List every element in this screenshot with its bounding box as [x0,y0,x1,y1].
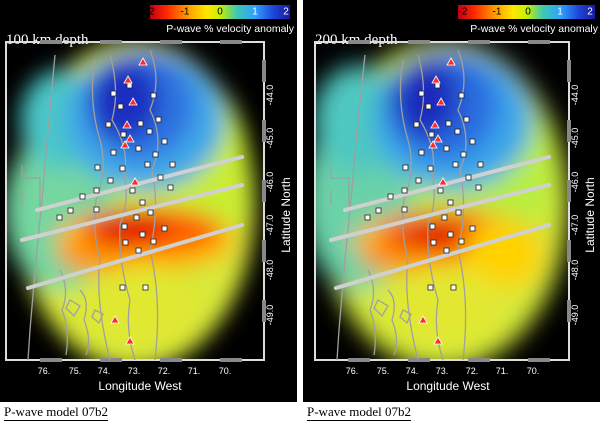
y-tick-label: -49.0 [265,305,275,326]
fracture-zones [20,155,244,290]
x-tick-label: 71. [188,366,201,376]
y-axis-title: Latitude North [279,177,293,252]
coastlines [330,49,467,361]
tomography-panel-100km: -2 -2 -1 0 1 2 P-wave % velocity anomaly… [0,0,297,433]
colorbar-tick: -2 [459,7,468,18]
x-tick-label: 70. [527,366,540,376]
x-axis-ticks: 76. 75. 74. 73. 72. 71. 70. [346,366,540,376]
x-axis-title: Longitude West [98,379,182,393]
colorbar-tick: -2 [146,7,155,18]
velocity-anomaly-map [6,42,255,360]
y-tick-label: -48.0 [265,260,275,281]
colorbar-tick: 1 [557,7,563,18]
y-tick-label: -44.0 [265,85,275,106]
x-tick-label: 74. [98,366,111,376]
x-tick-label: 73. [436,366,449,376]
model-label: P-wave model 07b2 [4,404,108,421]
frame-ticks [40,40,266,362]
colorbar-tick: 0 [525,7,531,18]
x-tick-label: 72. [158,366,171,376]
velocity-anomaly-map [315,42,568,360]
x-axis-title: Longitude West [406,379,490,393]
colorbar-tick: 2 [587,7,593,18]
colorbar-tick: 2 [283,7,289,18]
x-axis-ticks: 76. 75. 74. 73. 72. 71. 70. [38,366,232,376]
volcanoes [418,57,456,345]
colorbar-label: P-wave % velocity anomaly [166,23,295,35]
colorbar-label: P-wave % velocity anomaly [470,23,599,35]
x-tick-label: 73. [128,366,141,376]
x-tick-label: 72. [466,366,479,376]
tomography-figure-100km: -2 -2 -1 0 1 2 P-wave % velocity anomaly… [0,0,297,402]
x-tick-label: 71. [496,366,509,376]
colorbar-tick: -1 [181,7,190,18]
y-tick-label: -45.0 [265,128,275,149]
x-tick-label: 76. [38,366,51,376]
volcanoes [110,57,148,345]
y-tick-label: -46.0 [265,172,275,193]
frame-ticks [348,40,571,362]
y-axis-ticks: -44.0 -45.0 -46.0 -47.0 -48.0 -49.0 [265,85,275,326]
y-tick-label: -44.0 [570,85,580,106]
tomography-figure-200km: -2 -1 0 1 2 P-wave % velocity anomaly 20… [303,0,600,402]
y-tick-label: -45.0 [570,128,580,149]
y-axis-ticks: -44.0 -45.0 -46.0 -47.0 -48.0 -49.0 [570,85,580,326]
x-tick-label: 74. [406,366,419,376]
colorbar [458,5,595,19]
y-tick-label: -46.0 [570,172,580,193]
seismic-stations [56,82,176,291]
fracture-zones [329,155,551,290]
colorbar [150,5,290,19]
y-tick-label: -47.0 [265,215,275,236]
seismic-stations [364,82,484,291]
y-tick-label: -48.0 [570,260,580,281]
x-tick-label: 70. [219,366,232,376]
x-tick-label: 75. [377,366,390,376]
x-tick-label: 75. [69,366,82,376]
colorbar-tick: 1 [252,7,258,18]
model-label: P-wave model 07b2 [307,404,411,421]
coastlines [21,49,159,361]
tomography-panel-200km: -2 -1 0 1 2 P-wave % velocity anomaly 20… [303,0,600,433]
y-tick-label: -49.0 [570,305,580,326]
y-tick-label: -47.0 [570,215,580,236]
y-axis-title: Latitude North [583,177,597,252]
colorbar-tick: -1 [493,7,502,18]
x-tick-label: 76. [346,366,359,376]
colorbar-tick: 0 [217,7,223,18]
